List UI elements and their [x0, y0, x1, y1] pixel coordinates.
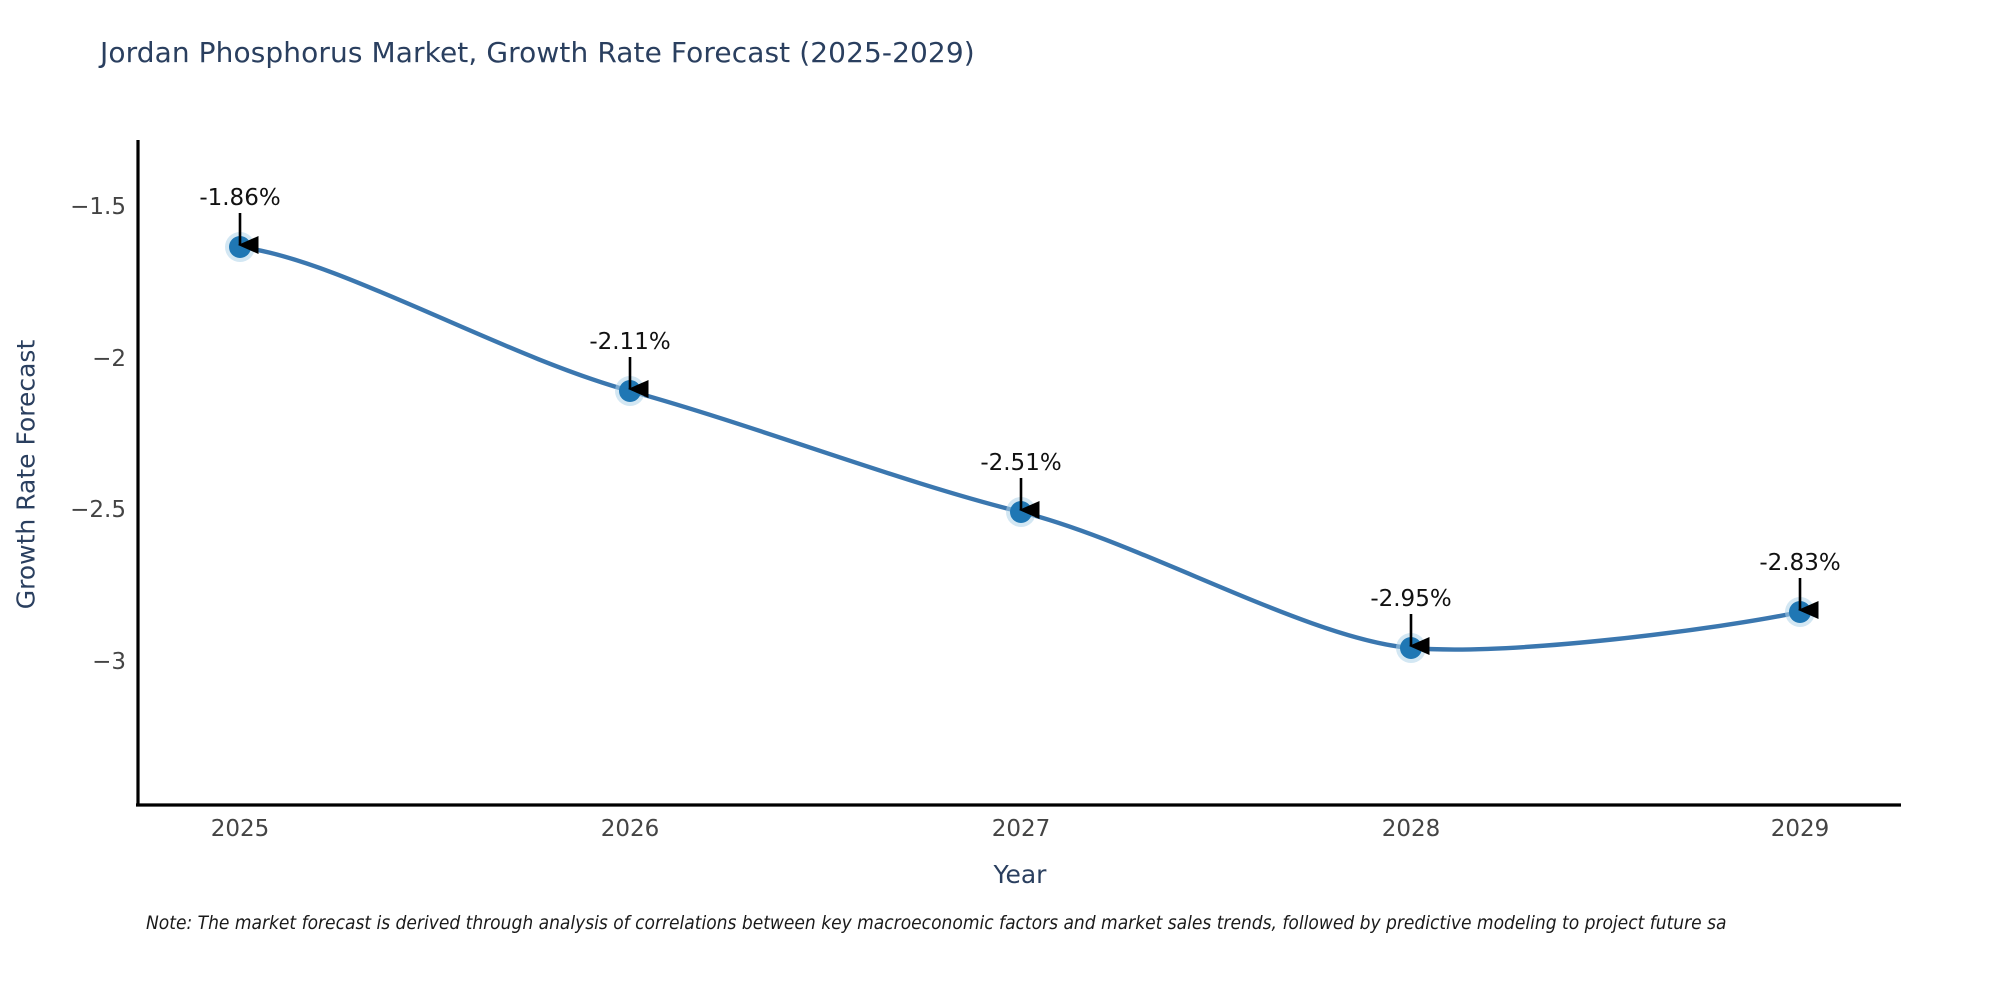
x-tick-label: 2026 [600, 816, 660, 842]
y-tick-label: −1.5 [70, 194, 126, 220]
data-point-label: -2.51% [980, 450, 1062, 476]
x-tick-label: 2025 [210, 816, 270, 842]
x-tick-label: 2028 [1381, 816, 1441, 842]
annotation-arrows [237, 213, 1819, 656]
data-point-label: -2.95% [1370, 586, 1452, 612]
y-axis-tick-labels: −1.5 −2 −2.5 −3 [0, 0, 126, 1000]
y-tick-label: −3 [92, 649, 126, 675]
x-axis-title: Year [993, 860, 1047, 889]
data-point-label: -1.86% [199, 185, 281, 211]
chart-title: Jordan Phosphorus Market, Growth Rate Fo… [100, 36, 975, 69]
x-tick-label: 2029 [1770, 816, 1830, 842]
y-tick-label: −2.5 [70, 497, 126, 523]
series-growth-rate-forecast [225, 232, 1815, 663]
y-tick-label: −2 [92, 346, 126, 372]
series-line [237, 244, 1803, 652]
data-point-label: -2.83% [1759, 550, 1841, 576]
data-point-label: -2.11% [589, 329, 671, 355]
chart-footnote: Note: The market forecast is derived thr… [146, 912, 1727, 934]
x-tick-label: 2027 [991, 816, 1051, 842]
